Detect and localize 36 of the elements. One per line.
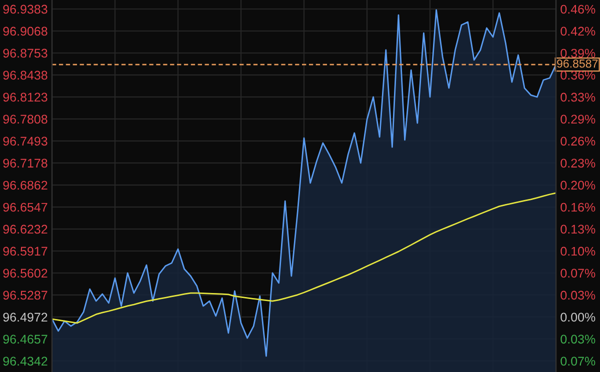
y2-tick-label: 0.42% — [560, 26, 596, 36]
y-tick-label: 96.6862 — [3, 180, 48, 190]
y2-tick-label: 0.16% — [560, 202, 596, 212]
y-tick-label: 96.5602 — [3, 268, 48, 278]
y2-tick-label: 0.26% — [560, 136, 596, 146]
y2-tick-label: 0.07% — [560, 356, 596, 366]
y2-tick-label: 0.46% — [560, 4, 596, 14]
y2-tick-label: 0.23% — [560, 158, 596, 168]
ref-line-label: 96.8587 — [557, 60, 598, 68]
y-tick-label: 96.8123 — [3, 92, 48, 102]
y2-tick-label: 0.07% — [560, 268, 596, 278]
y-tick-label: 96.7808 — [3, 114, 48, 124]
y-tick-label: 96.4657 — [3, 334, 48, 344]
y-tick-label: 96.8753 — [3, 48, 48, 58]
y2-tick-label: 0.39% — [560, 48, 596, 58]
y2-tick-label: 0.03% — [560, 290, 596, 300]
y-tick-label: 96.8438 — [3, 70, 48, 80]
line-series — [52, 192, 556, 324]
y-tick-label: 96.5917 — [3, 246, 48, 256]
y2-tick-label: 0.00% — [560, 312, 596, 322]
y-tick-label: 96.5287 — [3, 290, 48, 300]
y-tick-label: 96.4342 — [3, 356, 48, 366]
y-tick-label: 96.7178 — [3, 158, 48, 168]
y2-tick-label: 0.20% — [560, 180, 596, 190]
y-tick-label: 96.4972 — [3, 312, 48, 322]
y2-tick-label: 0.03% — [560, 334, 596, 344]
y2-tick-label: 0.36% — [560, 70, 596, 80]
y-tick-label: 96.9383 — [3, 4, 48, 14]
y2-tick-label: 0.29% — [560, 114, 596, 124]
y2-tick-label: 0.10% — [560, 246, 596, 256]
y-tick-label: 96.6232 — [3, 224, 48, 234]
y-tick-label: 96.9068 — [3, 26, 48, 36]
y2-tick-label: 0.33% — [560, 92, 596, 102]
y2-tick-label: 0.13% — [560, 224, 596, 234]
y-tick-label: 96.7493 — [3, 136, 48, 146]
y-tick-label: 96.6547 — [3, 202, 48, 212]
